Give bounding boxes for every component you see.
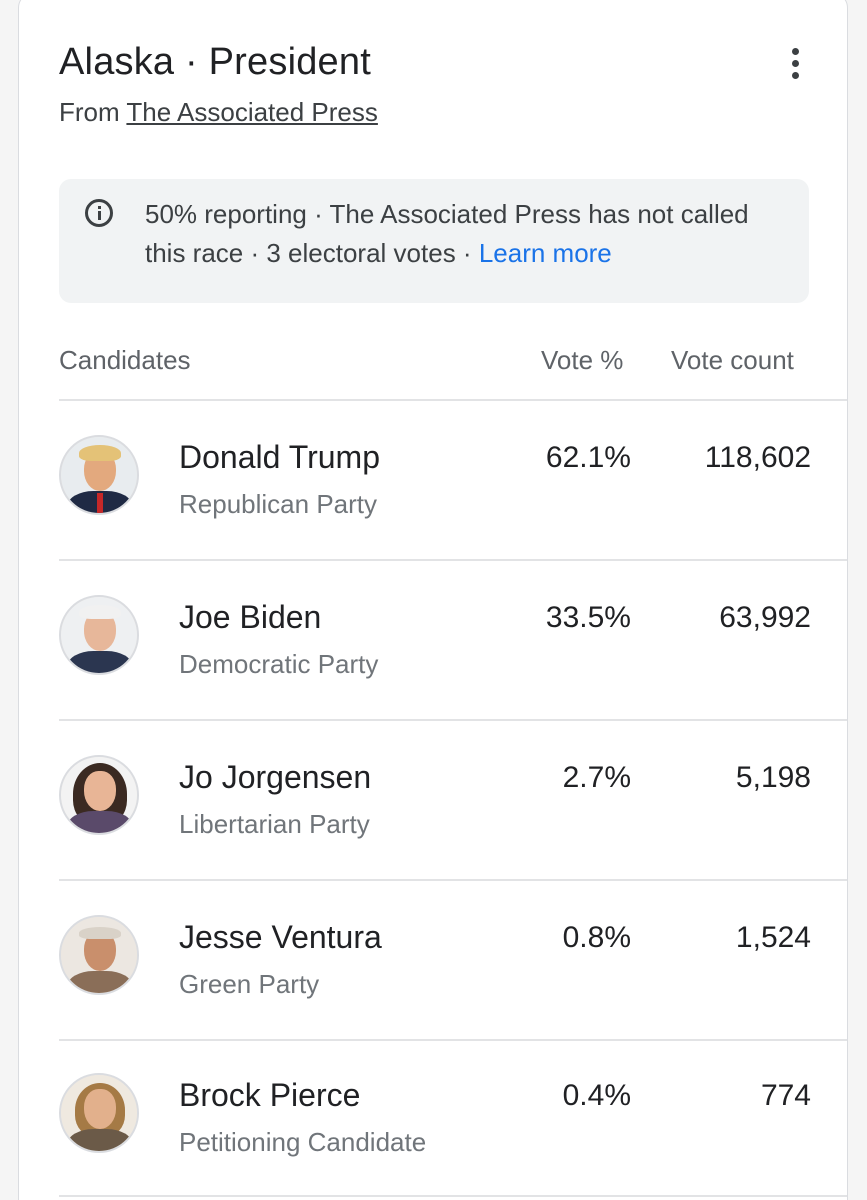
vote-count: 118,602 (704, 441, 811, 474)
row-divider (59, 559, 847, 561)
avatar-body (67, 811, 133, 833)
avatar (59, 435, 139, 515)
avatar-body (67, 1129, 133, 1151)
vote-percent: 33.5% (545, 601, 631, 634)
avatar-hair (79, 605, 121, 619)
avatar-hair (79, 927, 121, 939)
row-divider (59, 1039, 847, 1041)
info-icon (85, 199, 113, 227)
source-link[interactable]: The Associated Press (126, 97, 378, 127)
reporting-notice: 50% reporting · The Associated Press has… (59, 179, 809, 303)
candidate-name: Jo Jorgensen (179, 759, 372, 795)
column-header-vote-percent: Vote % (541, 345, 624, 375)
vote-percent: 0.4% (562, 1079, 631, 1112)
row-divider (59, 1195, 847, 1197)
source-prefix: From (59, 97, 127, 127)
candidate-row-ventura[interactable]: Jesse Ventura Green Party 0.8% 1,524 (19, 881, 849, 1039)
election-results-card: Alaska · President From The Associated P… (18, 0, 848, 1200)
avatar (59, 1073, 139, 1153)
more-dot (791, 59, 799, 67)
candidate-name: Joe Biden (179, 599, 322, 635)
vote-count: 1,524 (735, 921, 811, 954)
race-title: Alaska · President (59, 41, 371, 84)
header-divider (59, 399, 847, 401)
candidate-party: Petitioning Candidate (179, 1127, 427, 1157)
notice-message: 50% reporting · The Associated Press has… (145, 199, 749, 268)
learn-more-link[interactable]: Learn more (478, 238, 612, 268)
vote-count: 774 (760, 1079, 811, 1112)
avatar (59, 755, 139, 835)
candidate-row-biden[interactable]: Joe Biden Democratic Party 33.5% 63,992 (19, 561, 849, 719)
candidate-party: Green Party (179, 969, 320, 999)
row-divider (59, 879, 847, 881)
candidate-party: Democratic Party (179, 649, 379, 679)
avatar-body (67, 971, 133, 993)
source-line: From The Associated Press (59, 97, 378, 128)
more-vertical-icon[interactable] (777, 43, 813, 83)
title-separator: · (174, 41, 209, 83)
candidate-party: Libertarian Party (179, 809, 370, 839)
candidate-name: Jesse Ventura (179, 919, 382, 955)
avatar (59, 915, 139, 995)
avatar-tie (97, 493, 103, 513)
avatar-face (84, 771, 116, 811)
column-header-vote-count: Vote count (671, 345, 794, 375)
vote-percent: 0.8% (562, 921, 631, 954)
column-header-candidates: Candidates (59, 345, 191, 375)
candidate-row-pierce[interactable]: Brock Pierce Petitioning Candidate 0.4% … (19, 1039, 849, 1197)
vote-count: 5,198 (735, 761, 811, 794)
more-dot (791, 71, 799, 79)
avatar-hair (79, 445, 121, 461)
race-state: Alaska (59, 41, 175, 83)
vote-count: 63,992 (719, 601, 811, 634)
candidate-name: Brock Pierce (179, 1077, 361, 1113)
candidate-row-trump[interactable]: Donald Trump Republican Party 62.1% 118,… (19, 401, 849, 559)
avatar-body (67, 651, 133, 673)
avatar-face (84, 1089, 116, 1129)
row-divider (59, 719, 847, 721)
race-office: President (208, 41, 371, 83)
vote-percent: 62.1% (545, 441, 631, 474)
candidate-name: Donald Trump (179, 439, 380, 475)
candidate-row-jorgensen[interactable]: Jo Jorgensen Libertarian Party 2.7% 5,19… (19, 721, 849, 879)
avatar (59, 595, 139, 675)
vote-percent: 2.7% (562, 761, 631, 794)
more-dot (791, 47, 799, 55)
notice-text: 50% reporting · The Associated Press has… (145, 195, 785, 273)
candidate-party: Republican Party (179, 489, 377, 519)
